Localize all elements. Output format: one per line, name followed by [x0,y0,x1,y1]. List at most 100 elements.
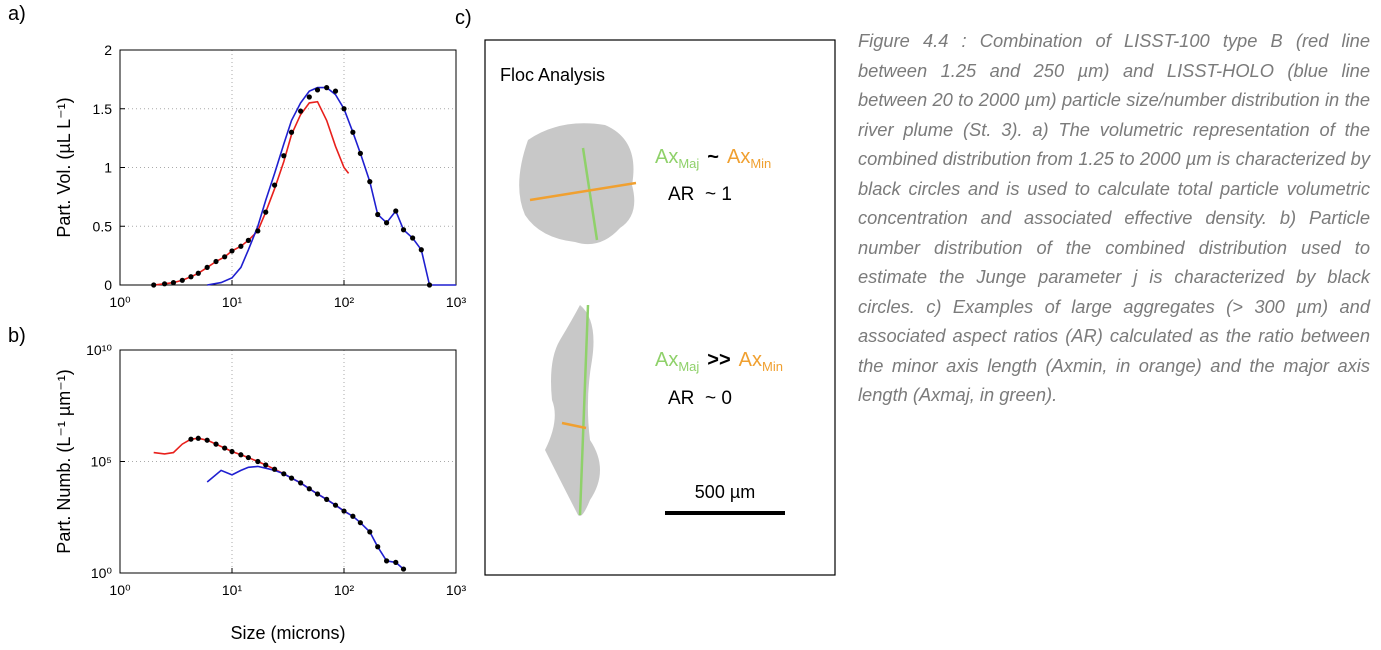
data-point [400,227,407,233]
data-point [213,258,219,265]
y-axis-label: Part. Vol. (µL L⁻¹) [54,97,74,237]
data-point [229,248,235,254]
relation: >> [707,349,730,371]
data-point [314,87,321,93]
x-tick-label: 10⁰ [109,582,131,598]
x-tick-label: 10¹ [222,582,243,598]
y-tick-label: 10⁰ [91,565,113,581]
x-tick-label: 10³ [446,294,467,310]
panel-label: a) [8,3,26,25]
series-line [153,437,350,515]
data-point [195,270,201,276]
x-tick-label: 10³ [446,582,467,598]
data-point [281,471,287,477]
data-point [306,94,312,100]
data-point [238,243,244,249]
data-point [213,441,219,447]
major-label: Ax [655,349,678,371]
x-tick-label: 10² [334,294,355,310]
y-tick-label: 0 [104,277,112,293]
minor-label: Ax [739,349,762,371]
data-point [238,452,244,458]
series-line [153,100,350,286]
minor-label: Ax [727,146,750,168]
data-point [393,559,399,565]
data-point [288,475,295,481]
data-point [245,237,251,243]
data-point [367,179,373,185]
major-axis [578,304,590,516]
x-tick-label: 10⁰ [109,294,131,310]
data-point [306,486,312,492]
data-point [222,254,228,260]
data-point [288,129,295,135]
data-point [393,208,399,214]
plot-frame [119,49,457,286]
data-point [204,264,210,270]
y-tick-label: 1.5 [93,101,113,117]
minor-sub: Min [750,156,771,171]
y-tick-label: 0.5 [93,218,113,234]
chart: a) 10⁰ 10¹ 10² 10³ 0 0.5 1 1.5 2 Part. Vol. (µL L⁻… [8,3,466,310]
panel-c: c) Floc Analysis AxMaj ~ AxMin AR ~ 1 AxMa… [455,7,836,576]
figure: c) Floc Analysis AxMaj ~ AxMin AR ~ 1 AxMa… [8,3,836,643]
data-point [255,228,261,234]
aspect-ratio: AR ~ 1 [668,184,732,205]
panel-label: c) [455,7,472,29]
data-point [151,282,157,288]
data-point [410,235,416,241]
series-line [206,465,405,570]
y-tick-label: 10¹⁰ [86,342,112,358]
data-point [245,454,251,461]
data-point [383,558,390,564]
data-point [383,220,390,226]
data-point [161,281,168,287]
axis-relation: AxMaj ~ AxMin [655,146,771,171]
data-point [263,462,269,468]
data-point [204,437,210,443]
minor-axis [561,421,587,430]
aspect-ratio: AR ~ 0 [668,388,732,409]
chart: b) 10⁰ 10¹ 10² 10³ 10⁰ 10⁵ 10¹⁰ Part. Numb. (L⁻¹… [8,325,466,643]
data-point [341,106,347,112]
data-point [324,496,330,502]
x-tick-label: 10¹ [222,294,243,310]
relation: ~ [707,146,719,168]
data-point [298,480,304,486]
data-point [400,566,407,572]
data-point [271,182,278,188]
series-line [207,86,456,286]
panel-title: Floc Analysis [500,65,605,85]
major-sub: Maj [678,359,699,374]
floc-image [545,305,600,516]
minor-sub: Min [762,359,783,374]
data-point [255,458,261,465]
scale-bar-label: 500 µm [695,482,755,502]
data-point [357,520,363,526]
data-point [195,435,201,441]
figure-caption: Figure 4.4 : Combination of LISST-100 ty… [858,30,1370,405]
axis-relation: AxMaj >> AxMin [655,349,783,374]
data-point [271,466,278,472]
data-point [263,209,269,215]
y-axis-label: Part. Numb. (L⁻¹ µm⁻¹) [54,369,74,553]
data-point [332,502,339,508]
major-sub: Maj [678,156,699,171]
y-tick-label: 1 [104,160,112,176]
data-point [222,445,228,451]
major-label: Ax [655,146,678,168]
data-point [188,274,194,280]
data-point [229,448,235,455]
minor-axis [529,181,637,202]
x-axis-label: Size (microns) [230,623,345,643]
major-axis [581,147,599,241]
data-point [350,513,356,519]
y-tick-label: 10⁵ [91,454,112,470]
data-point [298,108,304,114]
data-point [375,544,381,550]
data-point [324,85,330,91]
data-point [179,277,185,283]
data-point [367,529,373,535]
data-point [350,129,356,135]
